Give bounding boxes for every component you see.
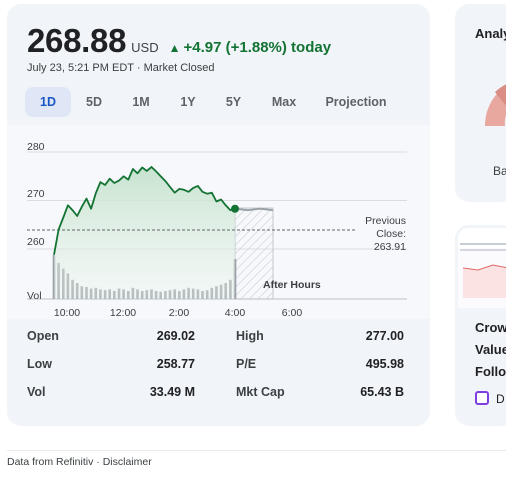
stats-row-3: Vol 33.49 M Mkt Cap 65.43 B <box>27 385 407 405</box>
tab-5d[interactable]: 5D <box>86 95 102 109</box>
after-hours-region <box>234 207 274 300</box>
tab-max[interactable]: Max <box>271 95 297 109</box>
x-tick-label: 10:00 <box>54 307 80 319</box>
news-headline-line: Follo <box>475 364 506 379</box>
analyst-gauge <box>484 84 506 126</box>
news-headline-line: Value <box>475 342 506 357</box>
analyst-card-footer: Ba <box>493 164 506 178</box>
price-chart-svg[interactable]: 280 270 260 Vol Previous Close: 263.91 A… <box>7 125 430 319</box>
price-line <box>53 166 236 255</box>
vol-label: Vol <box>27 385 46 399</box>
after-hours-label: After Hours <box>263 279 321 291</box>
stats-row-2: Low 258.77 P/E 495.98 <box>27 357 407 377</box>
y-tick-label: 270 <box>27 188 45 200</box>
news-source-name: D <box>496 392 505 406</box>
news-card[interactable]: Crow Value Follo D <box>455 225 506 426</box>
high-label: High <box>236 329 264 343</box>
stock-price: 268.88 <box>27 22 127 59</box>
tab-1y[interactable]: 1Y <box>180 95 196 109</box>
stats-row-1: Open 269.02 High 277.00 <box>27 329 407 349</box>
low-label: Low <box>27 357 52 371</box>
low-value: 258.77 <box>156 357 195 371</box>
up-arrow-icon: ▲ <box>168 41 181 55</box>
volume-axis-label: Vol <box>27 290 42 302</box>
tab-1m[interactable]: 1M <box>132 95 150 109</box>
analyst-ratings-card[interactable]: Analy Ba <box>455 4 506 202</box>
news-source-icon <box>475 391 489 405</box>
range-tabs: 1D 5D 1M 1Y 5Y Max Projection <box>25 87 400 117</box>
x-tick-label: 2:00 <box>169 307 190 319</box>
previous-close-value: 263.91 <box>374 241 406 253</box>
price-row: 268.88 USD ▲ +4.97 (+1.88%) today <box>27 22 331 60</box>
price-area-fill <box>54 167 235 299</box>
price-chart[interactable]: 280 270 260 Vol Previous Close: 263.91 A… <box>7 125 430 319</box>
news-thumbnail-chart <box>458 243 506 308</box>
tab-projection[interactable]: Projection <box>325 95 387 109</box>
stock-quote-card: 268.88 USD ▲ +4.97 (+1.88%) today July 23… <box>7 4 430 426</box>
y-tick-label: 280 <box>27 141 45 153</box>
tab-5y[interactable]: 5Y <box>225 95 242 109</box>
gauge-segment <box>495 84 506 106</box>
market-timestamp: July 23, 5:21 PM EDT · Market Closed <box>27 62 215 74</box>
price-change-text: +4.97 (+1.88%) today <box>183 39 332 56</box>
open-value: 269.02 <box>156 329 195 343</box>
previous-close-label: Close: <box>376 228 406 240</box>
mkt-cap-value: 65.43 B <box>360 385 404 399</box>
footer-divider <box>7 450 506 451</box>
x-tick-label: 4:00 <box>225 307 246 319</box>
market-close-dot <box>231 204 239 213</box>
news-headline-line: Crow <box>475 320 506 335</box>
analyst-card-title: Analy <box>475 26 506 41</box>
mkt-cap-label: Mkt Cap <box>236 385 285 399</box>
vol-value: 33.49 M <box>149 385 195 399</box>
previous-close-label: Previous <box>365 215 406 227</box>
pe-label: P/E <box>236 357 257 371</box>
tab-1d[interactable]: 1D <box>25 87 71 117</box>
y-tick-label: 260 <box>27 236 45 248</box>
after-hours-line <box>234 207 274 212</box>
news-thumbnail <box>458 228 506 308</box>
currency-label: USD <box>131 40 159 55</box>
x-tick-label: 12:00 <box>110 307 136 319</box>
price-change: ▲ +4.97 (+1.88%) today <box>169 39 331 56</box>
x-tick-label: 6:00 <box>282 307 303 319</box>
data-attribution[interactable]: Data from Refinitiv · Disclaimer <box>7 456 152 468</box>
pe-value: 495.98 <box>365 357 404 371</box>
high-value: 277.00 <box>365 329 404 343</box>
open-label: Open <box>27 329 59 343</box>
